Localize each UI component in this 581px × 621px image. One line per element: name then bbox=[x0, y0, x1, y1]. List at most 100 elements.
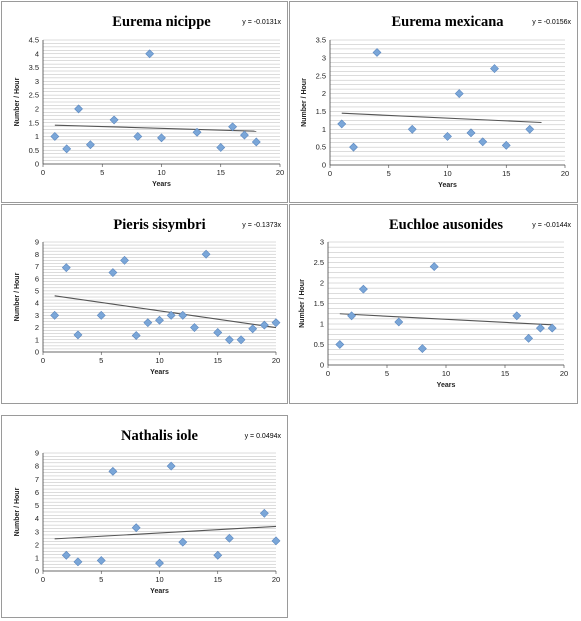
x-tick-label: 10 bbox=[443, 169, 451, 178]
data-point bbox=[535, 323, 545, 333]
data-point bbox=[224, 335, 234, 345]
data-point bbox=[133, 132, 143, 141]
x-tick-label: 20 bbox=[561, 169, 569, 178]
trendline bbox=[339, 313, 553, 326]
data-point bbox=[271, 536, 281, 546]
y-tick-label: 1.5 bbox=[316, 107, 326, 116]
x-tick-label: 5 bbox=[99, 356, 103, 365]
data-point bbox=[108, 268, 118, 277]
chart-pieris-sisymbri: Pieris sisymbri y = -0.1373x 0 1 2 3 4 5 6 7 8 9 0 5 1… bbox=[1, 204, 288, 404]
data-point bbox=[417, 344, 427, 354]
chart-euchloe-ausonides: Euchloe ausonides y = -0.0144x 0 0.5 1 1.5 2 2.… bbox=[289, 204, 578, 404]
chart-title: Pieris sisymbri bbox=[113, 217, 205, 233]
trendline-equation: y = -0.0144x bbox=[532, 222, 571, 229]
data-point bbox=[96, 556, 106, 565]
y-tick-label: 0.5 bbox=[316, 143, 326, 152]
data-point bbox=[178, 537, 188, 547]
y-axis-label: Number / Hour bbox=[14, 487, 21, 536]
x-tick-label: 5 bbox=[387, 169, 391, 178]
y-tick-label: 0 bbox=[35, 567, 39, 576]
data-point bbox=[407, 124, 417, 134]
data-point bbox=[131, 523, 141, 533]
y-tick-label: 3.5 bbox=[316, 36, 326, 45]
x-tick-label: 15 bbox=[501, 369, 509, 378]
data-point bbox=[271, 318, 281, 328]
data-point bbox=[251, 137, 261, 147]
x-axis-label: Years bbox=[152, 181, 171, 188]
y-tick-label: 9 bbox=[35, 238, 39, 247]
data-point bbox=[213, 328, 223, 337]
y-tick-label: 4 bbox=[35, 299, 39, 308]
x-tick-label: 15 bbox=[502, 169, 510, 178]
data-point bbox=[201, 249, 211, 259]
data-point bbox=[525, 124, 535, 134]
data-point bbox=[50, 132, 60, 141]
y-tick-label: 0 bbox=[35, 348, 39, 357]
data-point bbox=[61, 263, 71, 273]
data-point bbox=[50, 310, 60, 320]
chart-svg: Eurema mexicana y = -0.0156x 0 0.5 1 1.5 2 2.5 3… bbox=[301, 14, 572, 189]
data-point bbox=[248, 324, 258, 334]
y-tick-label: 7 bbox=[35, 475, 39, 484]
data-point bbox=[131, 331, 141, 340]
data-point bbox=[155, 315, 164, 325]
trendline-equation: y = -0.0156x bbox=[532, 19, 571, 26]
y-tick-label: 0 bbox=[322, 161, 326, 170]
x-tick-label: 20 bbox=[276, 168, 284, 177]
y-tick-label: 2 bbox=[35, 540, 39, 549]
y-tick-label: 2 bbox=[320, 279, 324, 288]
x-tick-label: 0 bbox=[41, 168, 45, 177]
y-tick-label: 1.5 bbox=[314, 299, 324, 308]
data-point bbox=[143, 318, 153, 328]
y-tick-label: 2.5 bbox=[29, 91, 39, 100]
data-point bbox=[61, 550, 71, 560]
x-tick-label: 5 bbox=[100, 168, 104, 177]
x-tick-label: 0 bbox=[326, 369, 330, 378]
y-tick-label: 1 bbox=[320, 320, 324, 329]
data-point bbox=[466, 128, 476, 138]
x-tick-label: 10 bbox=[442, 369, 450, 378]
data-point bbox=[109, 115, 119, 125]
y-tick-label: 2.5 bbox=[314, 258, 324, 267]
y-tick-label: 7 bbox=[35, 262, 39, 271]
trendline-equation: y = -0.0131x bbox=[242, 19, 281, 26]
y-tick-label: 4.5 bbox=[29, 36, 39, 45]
y-axis-label: Number / Hour bbox=[14, 77, 21, 126]
x-tick-label: 15 bbox=[214, 575, 222, 584]
y-tick-label: 2 bbox=[35, 323, 39, 332]
chart-title: Eurema nicippe bbox=[112, 14, 211, 30]
data-point bbox=[96, 310, 106, 320]
y-tick-label: 1 bbox=[322, 125, 326, 134]
y-tick-label: 5 bbox=[35, 501, 39, 510]
chart-nathalis-iole: Nathalis iole y = 0.0494x 0 1 2 3 4 5 6 7 8 9 0 5 10 15… bbox=[1, 415, 288, 618]
data-point bbox=[443, 132, 452, 141]
x-tick-label: 20 bbox=[272, 356, 280, 365]
data-point bbox=[73, 330, 83, 340]
x-tick-label: 15 bbox=[214, 356, 222, 365]
chart-title: Nathalis iole bbox=[121, 428, 198, 444]
data-point bbox=[166, 310, 176, 320]
y-tick-label: 5 bbox=[35, 286, 39, 295]
data-point bbox=[74, 104, 83, 114]
data-point bbox=[337, 119, 347, 129]
data-point bbox=[547, 323, 557, 333]
y-tick-label: 2 bbox=[322, 89, 326, 98]
data-point bbox=[259, 508, 269, 518]
x-tick-label: 5 bbox=[385, 369, 389, 378]
data-point bbox=[85, 140, 95, 150]
y-tick-label: 0 bbox=[320, 361, 324, 370]
data-point bbox=[62, 144, 72, 154]
y-tick-label: 6 bbox=[35, 488, 39, 497]
data-point bbox=[358, 284, 368, 294]
y-tick-label: 4 bbox=[35, 514, 39, 523]
data-point bbox=[372, 48, 382, 57]
y-tick-label: 2.5 bbox=[316, 71, 326, 80]
x-tick-label: 15 bbox=[217, 168, 225, 177]
chart-title: Euchloe ausonides bbox=[389, 217, 503, 233]
x-axis-label: Years bbox=[437, 382, 456, 389]
data-point bbox=[228, 122, 238, 132]
data-point bbox=[490, 64, 499, 73]
data-point bbox=[120, 255, 129, 265]
data-point bbox=[155, 558, 164, 568]
data-point bbox=[429, 262, 439, 272]
